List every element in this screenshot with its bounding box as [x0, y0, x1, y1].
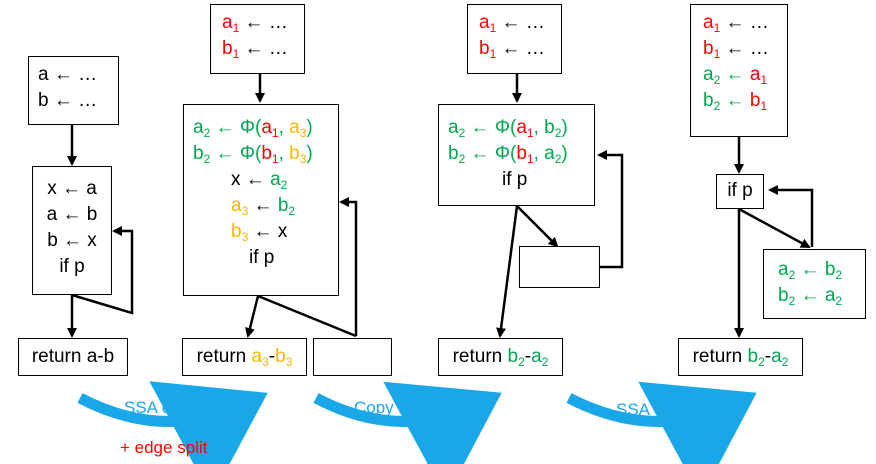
- d2-entry-line-a1: a1 ← …: [222, 12, 288, 35]
- d1-stmt-4: if p: [59, 256, 85, 277]
- d4-entry-copy-b2: b2 ← b1: [703, 90, 768, 113]
- d4-return-block: return b2-a2: [678, 338, 803, 376]
- d1-return-text: return a-b: [31, 346, 115, 367]
- d3-return-text: return b2-a2: [452, 346, 549, 369]
- edge-d3-backedge: [597, 150, 624, 269]
- edge-d2-body-return: [245, 295, 260, 338]
- transform-arrow-1: [77, 381, 268, 464]
- transform-arrow-3: [566, 381, 757, 464]
- d3-entry-line-b1: b1 ← …: [479, 38, 545, 61]
- d4-return-text: return b2-a2: [692, 346, 789, 369]
- d1-entry-block: a ← … b ← …: [28, 56, 119, 125]
- d2-loop-block: a2 ← Φ(a1, a3) b2 ← Φ(b1, b3) x ← a2 a3 …: [183, 104, 339, 296]
- d1-stmt-2: a ← b: [46, 204, 98, 225]
- d3-phi-b2: b2 ← Φ(b1, a2): [448, 143, 568, 166]
- d1-entry-line-b: b ← …: [38, 90, 98, 111]
- edge-d1-backedge: [71, 226, 134, 315]
- transform-arrow-2: [313, 381, 502, 464]
- d2-return-block: return a3-b3: [182, 338, 307, 376]
- d1-stmt-1: x ← a: [47, 178, 97, 199]
- d3-loop-block: a2 ← Φ(a1, b2) b2 ← Φ(b1, a2) if p: [438, 104, 595, 206]
- d4-entry-copy-a2: a2 ← a1: [703, 64, 768, 87]
- d1-entry-line-a: a ← …: [38, 64, 98, 85]
- d4-if-block: if p: [716, 174, 764, 209]
- d4-entry-block: a1 ← … b1 ← … a2 ← a1 b2 ← b1: [690, 4, 788, 137]
- d2-return-text: return a3-b3: [196, 346, 293, 369]
- edge-d4-if-swap: [738, 207, 811, 249]
- d2-split-block: [313, 338, 392, 376]
- d2-stmt-if: if p: [249, 247, 275, 268]
- d1-stmt-3: b ← x: [47, 230, 97, 251]
- d3-entry-line-a1: a1 ← …: [479, 12, 545, 35]
- edge-d2-body-split: [257, 294, 357, 338]
- d2-phi-a2: a2 ← Φ(a1, a3): [193, 117, 313, 140]
- d2-entry-line-b1: b1 ← …: [222, 38, 288, 61]
- transform-label-ssa-constr: SSA constr.: [124, 398, 212, 417]
- transform-label-copy-folding: Copy folding: [354, 398, 449, 417]
- edge-d3-body-return: [496, 205, 519, 338]
- edge-d2-backedge: [339, 197, 358, 336]
- d4-swap-b2: b2 ← a2: [778, 285, 843, 308]
- d2-stmt-b3: b3 ← x: [231, 221, 288, 244]
- d3-entry-block: a1 ← … b1 ← …: [467, 4, 562, 74]
- d4-entry-line-b1: b1 ← …: [703, 38, 769, 61]
- d1-loop-block: x ← a a ← b b ← x if p: [32, 166, 112, 295]
- d2-stmt-x: x ← a2: [231, 169, 288, 192]
- edge-d4-backedge: [768, 185, 814, 247]
- d3-return-block: return b2-a2: [438, 338, 563, 376]
- transform-label-ssa-elim: SSA elim: [616, 400, 685, 419]
- d4-entry-line-a1: a1 ← …: [703, 12, 769, 35]
- d4-if-text: if p: [727, 180, 753, 201]
- d3-split-block: [519, 246, 600, 288]
- d4-swap-a2: a2 ← b2: [778, 259, 843, 282]
- d2-stmt-a3: a3 ← b2: [231, 195, 296, 218]
- d3-phi-a2: a2 ← Φ(a1, b2): [448, 117, 568, 140]
- d1-return-block: return a-b: [18, 338, 128, 376]
- d2-phi-b2: b2 ← Φ(b1, b3): [193, 143, 313, 166]
- edge-split-note: + edge split: [120, 438, 208, 457]
- d2-entry-block: a1 ← … b1 ← …: [210, 4, 305, 74]
- d4-swap-block: a2 ← b2 b2 ← a2: [763, 249, 866, 319]
- edge-d3-body-split: [516, 205, 559, 248]
- d3-stmt-if: if p: [502, 169, 528, 190]
